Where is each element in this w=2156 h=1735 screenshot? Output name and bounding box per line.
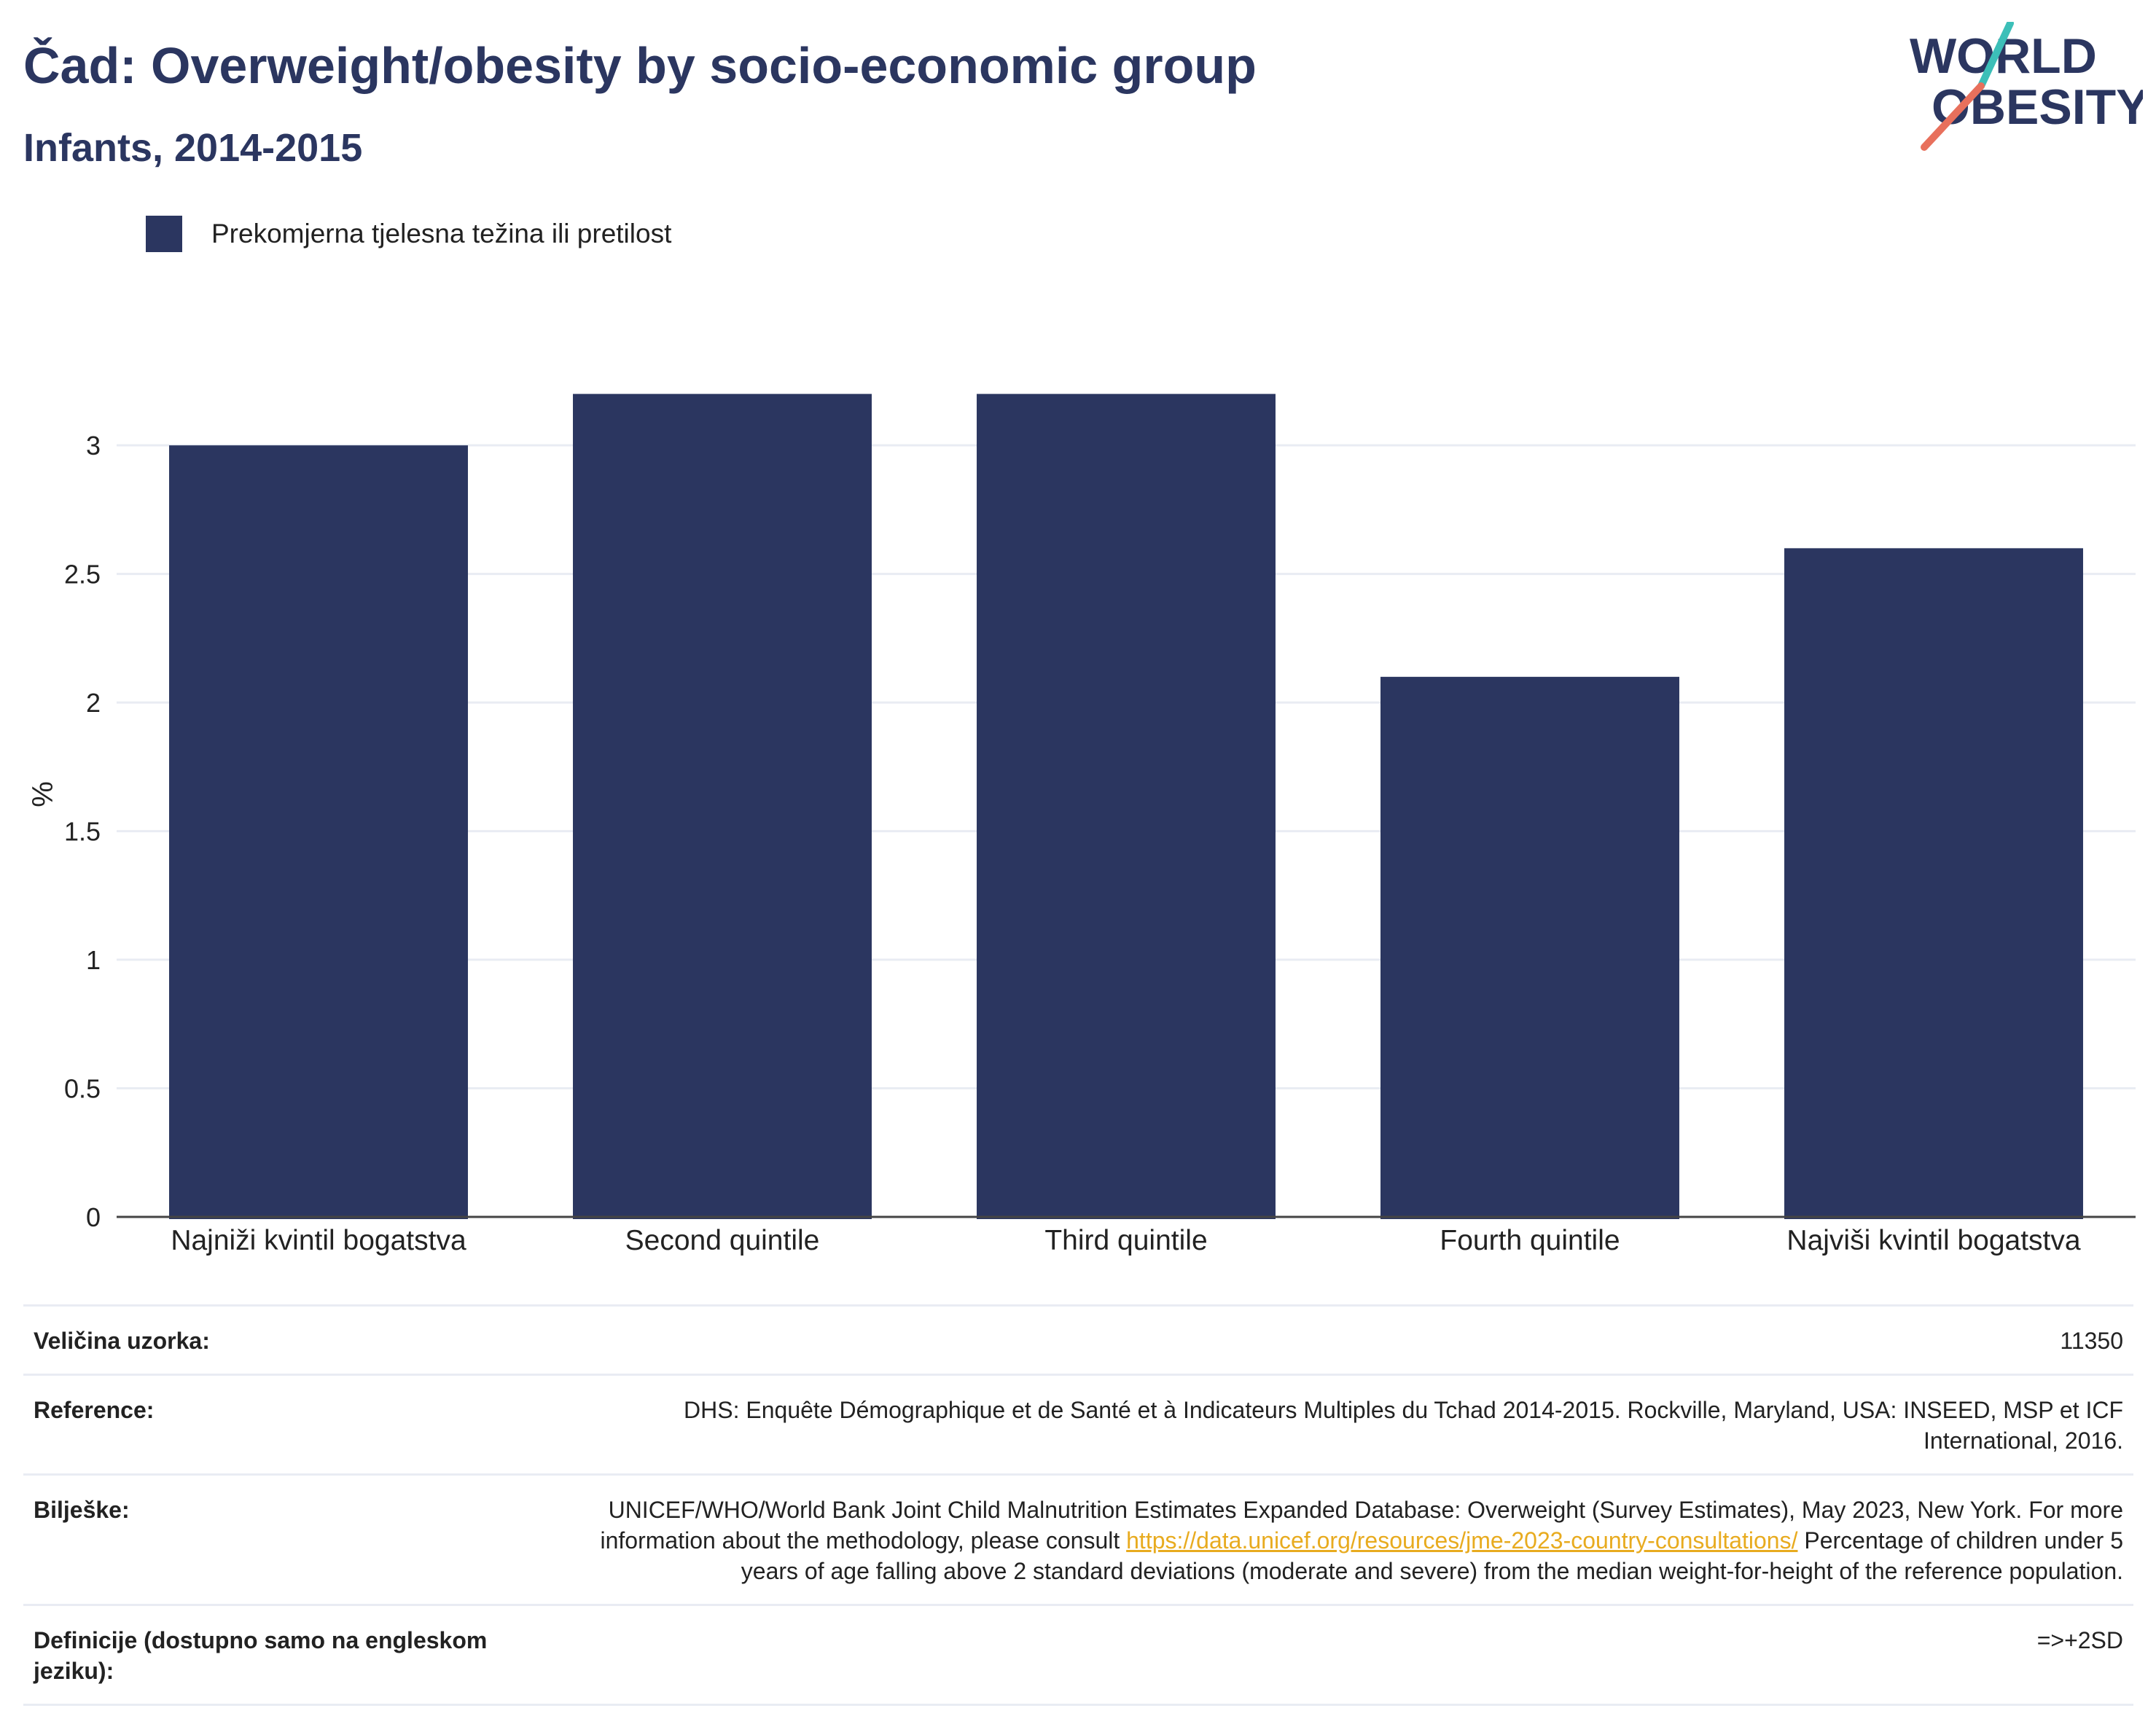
x-tick-labels: Najniži kvintil bogatstva Second quintile… <box>171 1225 2081 1256</box>
y-tick-label: 1 <box>86 945 101 975</box>
info-row-reference: Reference: DHS: Enquête Démographique et… <box>23 1374 2133 1475</box>
info-row-sample: Veličina uzorka: 11350 <box>23 1305 2133 1375</box>
x-tick-label: Third quintile <box>1044 1225 1207 1256</box>
x-tick-label: Fourth quintile <box>1440 1225 1620 1256</box>
legend-swatch <box>146 216 182 252</box>
bar <box>1380 676 1679 1219</box>
info-row-definitions: Definicije (dostupno samo na engleskom j… <box>23 1605 2133 1705</box>
bar <box>169 445 468 1219</box>
bar <box>977 393 1276 1219</box>
y-tick-label: 3 <box>86 431 101 461</box>
y-tick-label: 2 <box>86 688 101 718</box>
definitions-value: =>+2SD <box>2036 1627 2123 1653</box>
y-tick-label: 1.5 <box>64 817 101 847</box>
legend-label: Prekomjerna tjelesna težina ili pretilos… <box>211 219 672 248</box>
bar <box>1784 548 2083 1219</box>
sample-size-value: 11350 <box>2060 1328 2123 1354</box>
sample-size-label: Veličina uzorka: <box>34 1328 210 1354</box>
y-tick-label: 0 <box>86 1202 101 1232</box>
bar-chart: 0 0.5 1 1.5 2 2.5 3 Najniži kvintil bogatstva S… <box>27 393 2136 1256</box>
world-obesity-logo: WORLD OBESITY <box>1910 22 2143 151</box>
legend[interactable]: Prekomjerna tjelesna težina ili pretilos… <box>146 216 671 252</box>
logo-line-obesity: OBESITY <box>1932 79 2143 135</box>
logo-slash-teal <box>1977 22 2014 90</box>
definitions-label: Definicije (dostupno samo na engleskom j… <box>34 1627 488 1684</box>
notes-text-1: UNICEF/WHO/World Bank Joint Child Malnut… <box>600 1497 2123 1554</box>
chart-title: Čad: Overweight/obesity by socio-economi… <box>23 37 1257 94</box>
reference-value: DHS: Enquête Démographique et de Santé e… <box>684 1397 2123 1454</box>
notes-value: UNICEF/WHO/World Bank Joint Child Malnut… <box>547 1475 2133 1605</box>
info-table: Veličina uzorka: 11350 Reference: DHS: E… <box>23 1304 2133 1706</box>
y-tick-label: 2.5 <box>64 560 101 590</box>
info-row-notes: Bilješke: UNICEF/WHO/World Bank Joint Ch… <box>23 1474 2133 1605</box>
reference-label: Reference: <box>34 1397 155 1423</box>
x-tick-label: Najviši kvintil bogatstva <box>1786 1225 2080 1256</box>
chart-subtitle: Infants, 2014-2015 <box>23 126 363 170</box>
x-tick-label: Najniži kvintil bogatstva <box>171 1225 466 1256</box>
notes-label: Bilješke: <box>34 1497 130 1523</box>
y-tick-labels: 0 0.5 1 1.5 2 2.5 3 <box>64 431 101 1232</box>
bars <box>169 393 2083 1219</box>
notes-text-2: Percentage of children under 5 years of … <box>741 1527 2123 1584</box>
logo-slash-coral <box>1921 82 1985 151</box>
y-tick-label: 0.5 <box>64 1074 101 1104</box>
x-tick-label: Second quintile <box>625 1225 820 1256</box>
bar <box>573 393 872 1219</box>
notes-link[interactable]: https://data.unicef.org/resources/jme-20… <box>1126 1527 1798 1554</box>
y-axis-label: % <box>27 781 59 807</box>
